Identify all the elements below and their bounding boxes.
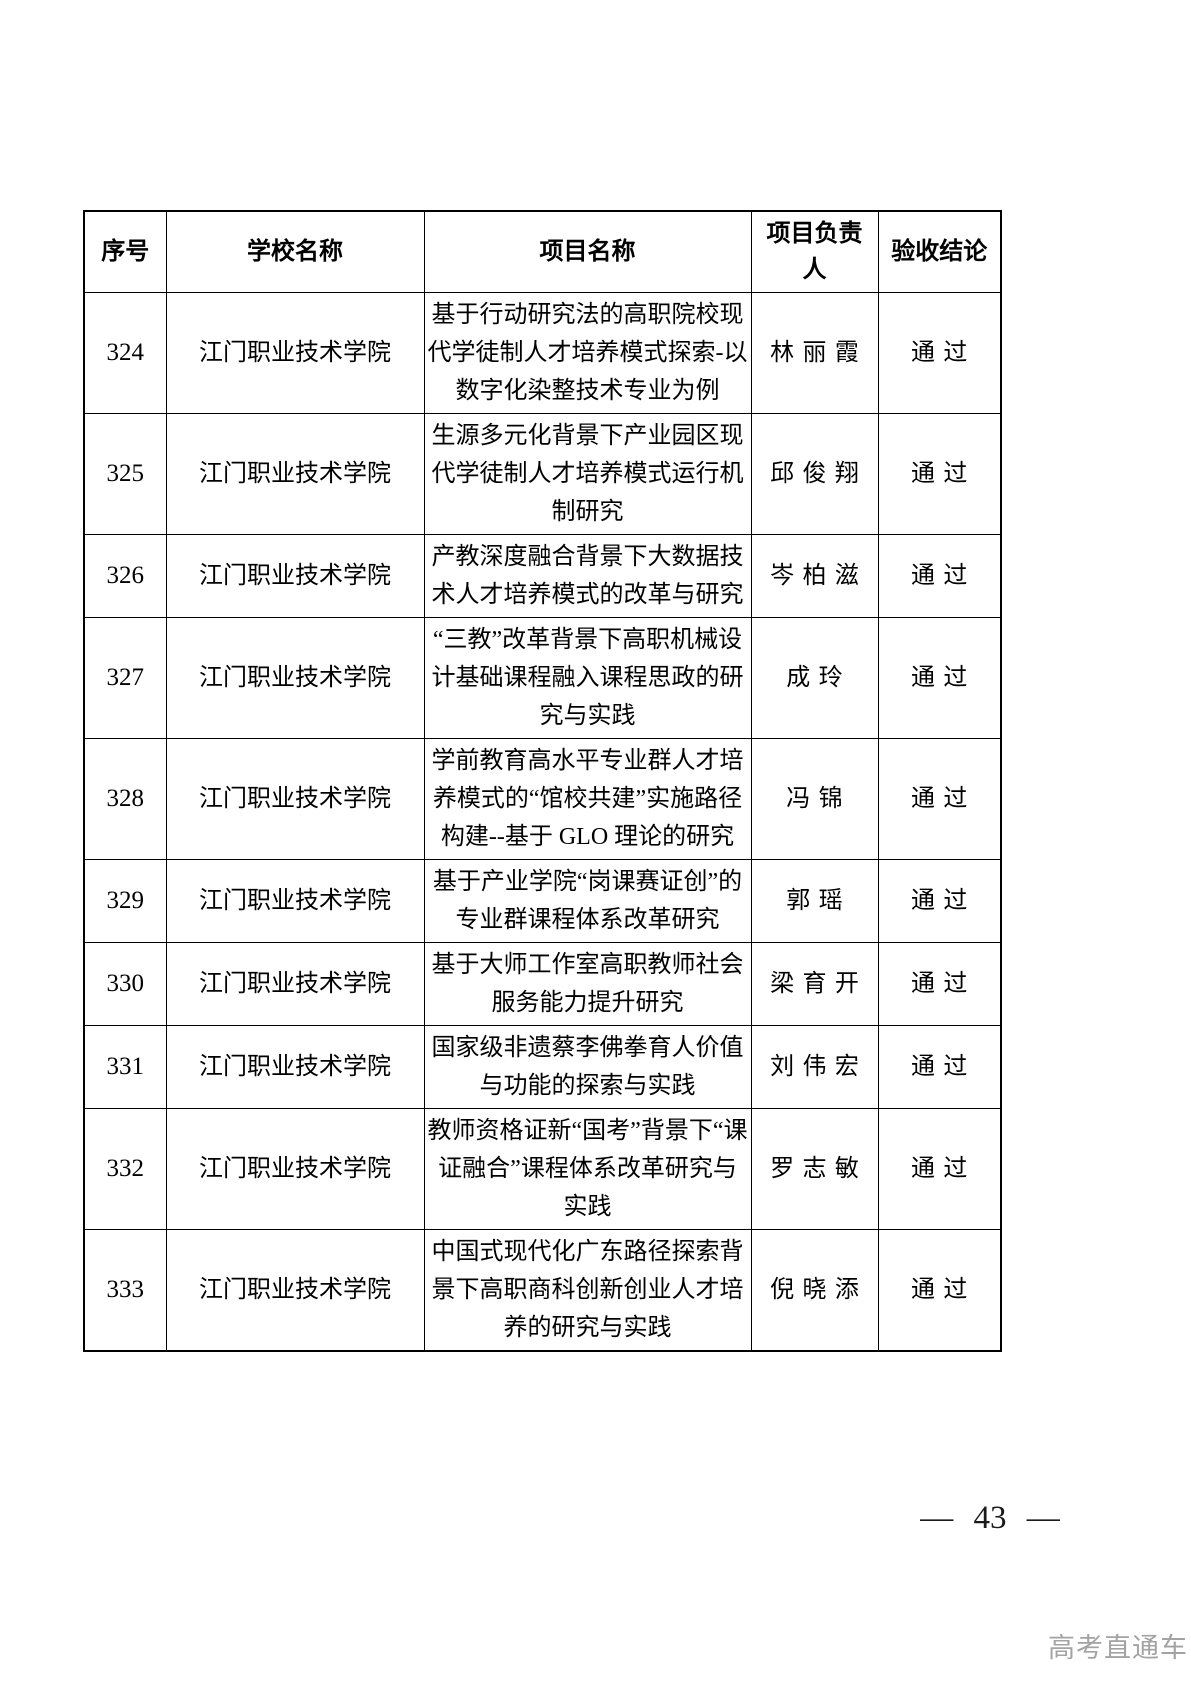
watermark-text: 高考直通车 (1048, 1633, 1188, 1663)
cell-project-name: 基于行动研究法的高职院校现代学徒制人才培养模式探索-以数字化染整技术专业为例 (423, 292, 752, 414)
cell-acceptance-conclusion: 通过 (877, 534, 1002, 618)
cell-acceptance-conclusion: 通过 (877, 859, 1002, 943)
col-header-project-leader: 项目负责人 (750, 210, 879, 293)
cell-project-name: 中国式现代化广东路径探索背景下高职商科创新创业人才培养的研究与实践 (423, 1229, 752, 1352)
col-header-project-name: 项目名称 (423, 210, 752, 293)
col-header-acceptance-conclusion: 验收结论 (877, 210, 1002, 293)
cell-project-leader: 冯锦 (750, 738, 879, 860)
cell-project-name: 生源多元化背景下产业园区现代学徒制人才培养模式运行机制研究 (423, 413, 752, 535)
cell-project-name: 基于产业学院“岗课赛证创”的专业群课程体系改革研究 (423, 859, 752, 943)
cell-project-name: 教师资格证新“国考”背景下“课证融合”课程体系改革研究与实践 (423, 1108, 752, 1230)
cell-serial-number: 333 (83, 1229, 167, 1352)
cell-serial-number: 324 (83, 292, 167, 414)
cell-acceptance-conclusion: 通过 (877, 617, 1002, 739)
cell-serial-number: 329 (83, 859, 167, 943)
cell-project-leader: 刘伟宏 (750, 1025, 879, 1109)
table-header-row: 序号 学校名称 项目名称 项目负责人 验收结论 (83, 210, 1002, 293)
cell-project-leader: 成玲 (750, 617, 879, 739)
table-row: 324 江门职业技术学院 基于行动研究法的高职院校现代学徒制人才培养模式探索-以数字… (83, 292, 1002, 414)
cell-project-leader: 邱俊翔 (750, 413, 879, 535)
table-row: 325 江门职业技术学院 生源多元化背景下产业园区现代学徒制人才培养模式运行机制研究… (83, 413, 1002, 535)
cell-serial-number: 327 (83, 617, 167, 739)
table-row: 331 江门职业技术学院 国家级非遗蔡李佛拳育人价值与功能的探索与实践 刘伟宏 通过 (83, 1025, 1002, 1109)
cell-acceptance-conclusion: 通过 (877, 942, 1002, 1026)
cell-serial-number: 326 (83, 534, 167, 618)
cell-project-leader: 林丽霞 (750, 292, 879, 414)
cell-school-name: 江门职业技术学院 (165, 534, 425, 618)
cell-school-name: 江门职业技术学院 (165, 1229, 425, 1352)
cell-school-name: 江门职业技术学院 (165, 1108, 425, 1230)
cell-project-name: 产教深度融合背景下大数据技术人才培养模式的改革与研究 (423, 534, 752, 618)
page-number: — 43 — (920, 1500, 1060, 1536)
table-row: 328 江门职业技术学院 学前教育高水平专业群人才培养模式的“馆校共建”实施路径构建… (83, 738, 1002, 860)
table-row: 329 江门职业技术学院 基于产业学院“岗课赛证创”的专业群课程体系改革研究 郭瑶 通过 (83, 859, 1002, 943)
col-header-serial-number: 序号 (83, 210, 167, 293)
table-row: 330 江门职业技术学院 基于大师工作室高职教师社会服务能力提升研究 梁育开 通过 (83, 942, 1002, 1026)
cell-acceptance-conclusion: 通过 (877, 1108, 1002, 1230)
cell-acceptance-conclusion: 通过 (877, 738, 1002, 860)
cell-serial-number: 330 (83, 942, 167, 1026)
cell-acceptance-conclusion: 通过 (877, 1025, 1002, 1109)
cell-acceptance-conclusion: 通过 (877, 1229, 1002, 1352)
table-body: 324 江门职业技术学院 基于行动研究法的高职院校现代学徒制人才培养模式探索-以数字… (83, 292, 1002, 1352)
cell-acceptance-conclusion: 通过 (877, 413, 1002, 535)
cell-project-name: “三教”改革背景下高职机械设计基础课程融入课程思政的研究与实践 (423, 617, 752, 739)
cell-school-name: 江门职业技术学院 (165, 292, 425, 414)
projects-acceptance-table: 序号 学校名称 项目名称 项目负责人 验收结论 324 江门职业技术学院 基于行动研… (83, 210, 1002, 1352)
cell-project-leader: 梁育开 (750, 942, 879, 1026)
table-row: 332 江门职业技术学院 教师资格证新“国考”背景下“课证融合”课程体系改革研究与实… (83, 1108, 1002, 1230)
cell-project-leader: 罗志敏 (750, 1108, 879, 1230)
cell-school-name: 江门职业技术学院 (165, 1025, 425, 1109)
cell-serial-number: 331 (83, 1025, 167, 1109)
table-row: 333 江门职业技术学院 中国式现代化广东路径探索背景下高职商科创新创业人才培养的研… (83, 1229, 1002, 1352)
cell-serial-number: 332 (83, 1108, 167, 1230)
cell-school-name: 江门职业技术学院 (165, 942, 425, 1026)
cell-school-name: 江门职业技术学院 (165, 738, 425, 860)
cell-project-name: 国家级非遗蔡李佛拳育人价值与功能的探索与实践 (423, 1025, 752, 1109)
cell-acceptance-conclusion: 通过 (877, 292, 1002, 414)
col-header-school-name: 学校名称 (165, 210, 425, 293)
cell-school-name: 江门职业技术学院 (165, 859, 425, 943)
cell-serial-number: 325 (83, 413, 167, 535)
table-row: 326 江门职业技术学院 产教深度融合背景下大数据技术人才培养模式的改革与研究 岑柏滋… (83, 534, 1002, 618)
cell-school-name: 江门职业技术学院 (165, 413, 425, 535)
cell-project-name: 基于大师工作室高职教师社会服务能力提升研究 (423, 942, 752, 1026)
cell-project-leader: 倪晓添 (750, 1229, 879, 1352)
cell-project-leader: 岑柏滋 (750, 534, 879, 618)
cell-school-name: 江门职业技术学院 (165, 617, 425, 739)
cell-serial-number: 328 (83, 738, 167, 860)
cell-project-leader: 郭瑶 (750, 859, 879, 943)
table-row: 327 江门职业技术学院 “三教”改革背景下高职机械设计基础课程融入课程思政的研究与… (83, 617, 1002, 739)
cell-project-name: 学前教育高水平专业群人才培养模式的“馆校共建”实施路径构建--基于 GLO 理论… (423, 738, 752, 860)
